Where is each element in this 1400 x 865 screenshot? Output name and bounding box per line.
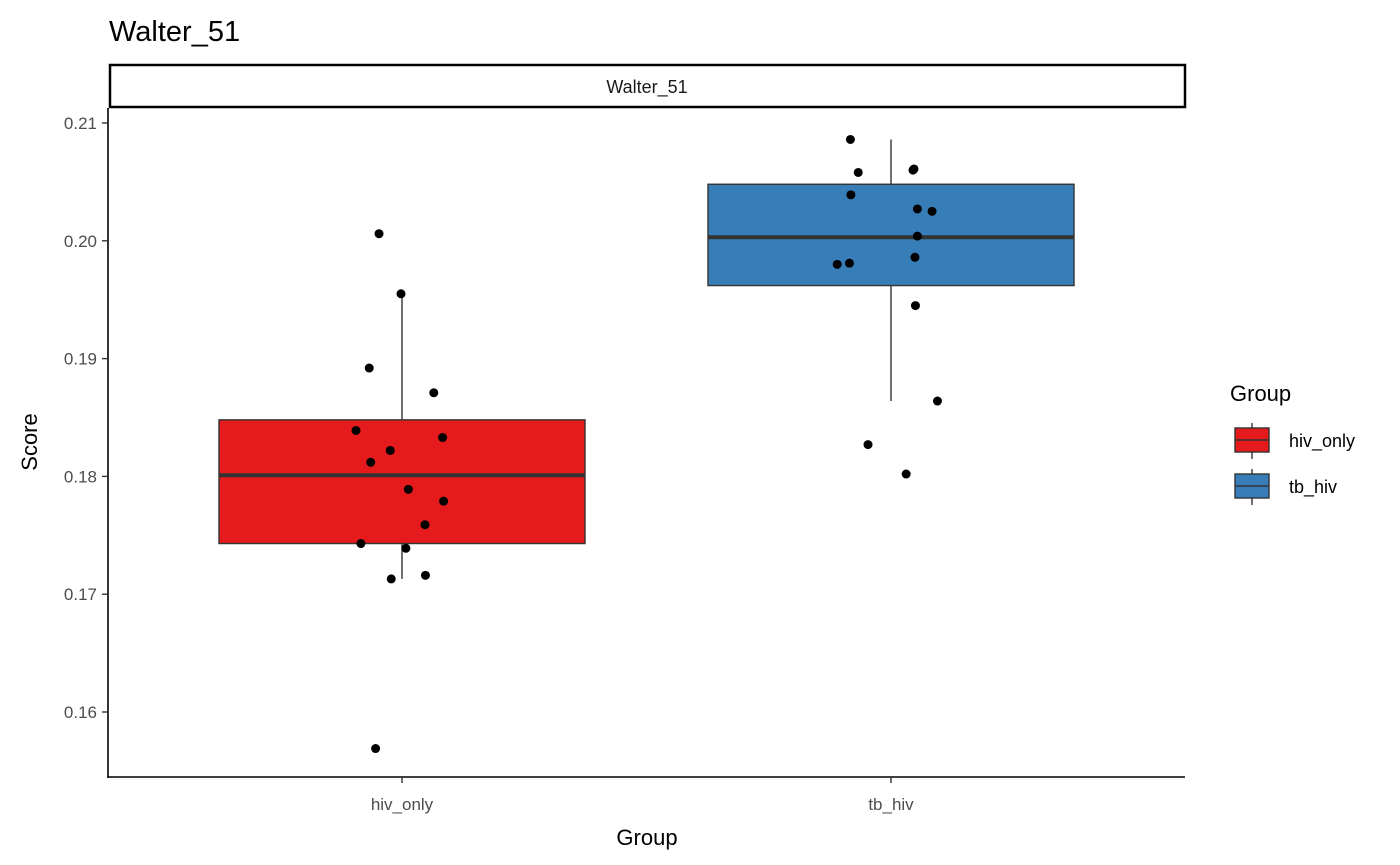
x-axis-ticks: hiv_only tb_hiv bbox=[371, 777, 914, 814]
legend-title: Group bbox=[1230, 381, 1291, 406]
data-point-tb_hiv bbox=[901, 469, 911, 479]
data-point-hiv_only bbox=[403, 484, 413, 494]
data-point-hiv_only bbox=[366, 457, 376, 467]
data-point-hiv_only bbox=[386, 574, 396, 584]
data-point-tb_hiv bbox=[910, 252, 920, 262]
data-point-hiv_only bbox=[371, 744, 381, 754]
data-point-hiv_only bbox=[374, 229, 384, 239]
data-point-tb_hiv bbox=[927, 206, 937, 216]
data-point-tb_hiv bbox=[832, 259, 842, 269]
x-axis-title: Group bbox=[616, 825, 677, 850]
data-point-tb_hiv bbox=[863, 440, 873, 450]
data-point-hiv_only bbox=[396, 289, 406, 299]
facet-strip bbox=[108, 63, 1187, 109]
facet-strip-label: Walter_51 bbox=[606, 77, 687, 98]
data-point-hiv_only bbox=[439, 496, 449, 506]
data-point-tb_hiv bbox=[853, 167, 863, 177]
data-point-tb_hiv bbox=[910, 301, 920, 311]
plot-title: Walter_51 bbox=[109, 16, 240, 48]
data-point-tb_hiv bbox=[912, 231, 922, 241]
data-point-tb_hiv bbox=[844, 258, 854, 268]
y-tick-label: 0.18 bbox=[64, 467, 97, 486]
x-tick-label: tb_hiv bbox=[868, 795, 914, 814]
y-tick-label: 0.19 bbox=[64, 350, 97, 369]
plot-panel bbox=[218, 134, 1075, 754]
y-tick-label: 0.21 bbox=[64, 114, 97, 133]
y-tick-label: 0.17 bbox=[64, 585, 97, 604]
box-hiv_only bbox=[218, 419, 586, 545]
y-axis-title: Score bbox=[17, 413, 42, 470]
data-point-hiv_only bbox=[429, 388, 439, 398]
y-tick-label: 0.16 bbox=[64, 703, 97, 722]
box-tb_hiv bbox=[707, 183, 1075, 287]
data-point-tb_hiv bbox=[908, 165, 918, 175]
legend-label-tb_hiv: tb_hiv bbox=[1289, 477, 1337, 498]
y-axis-ticks: 0.16 0.17 0.18 0.19 0.20 0.21 bbox=[64, 114, 108, 722]
data-point-tb_hiv bbox=[845, 134, 855, 144]
data-point-hiv_only bbox=[356, 539, 366, 549]
legend-label-hiv_only: hiv_only bbox=[1289, 431, 1355, 452]
data-point-tb_hiv bbox=[932, 396, 942, 406]
data-point-hiv_only bbox=[364, 363, 374, 373]
data-point-hiv_only bbox=[420, 570, 430, 580]
y-tick-label: 0.20 bbox=[64, 232, 97, 251]
x-tick-label: hiv_only bbox=[371, 795, 434, 814]
data-point-tb_hiv bbox=[846, 190, 856, 200]
legend: Group hiv_only tb_hiv bbox=[1230, 381, 1355, 505]
data-point-hiv_only bbox=[351, 425, 361, 435]
data-point-hiv_only bbox=[385, 445, 395, 455]
data-point-hiv_only bbox=[420, 520, 430, 530]
data-point-hiv_only bbox=[401, 543, 411, 553]
data-point-tb_hiv bbox=[912, 204, 922, 214]
data-point-hiv_only bbox=[438, 433, 448, 443]
